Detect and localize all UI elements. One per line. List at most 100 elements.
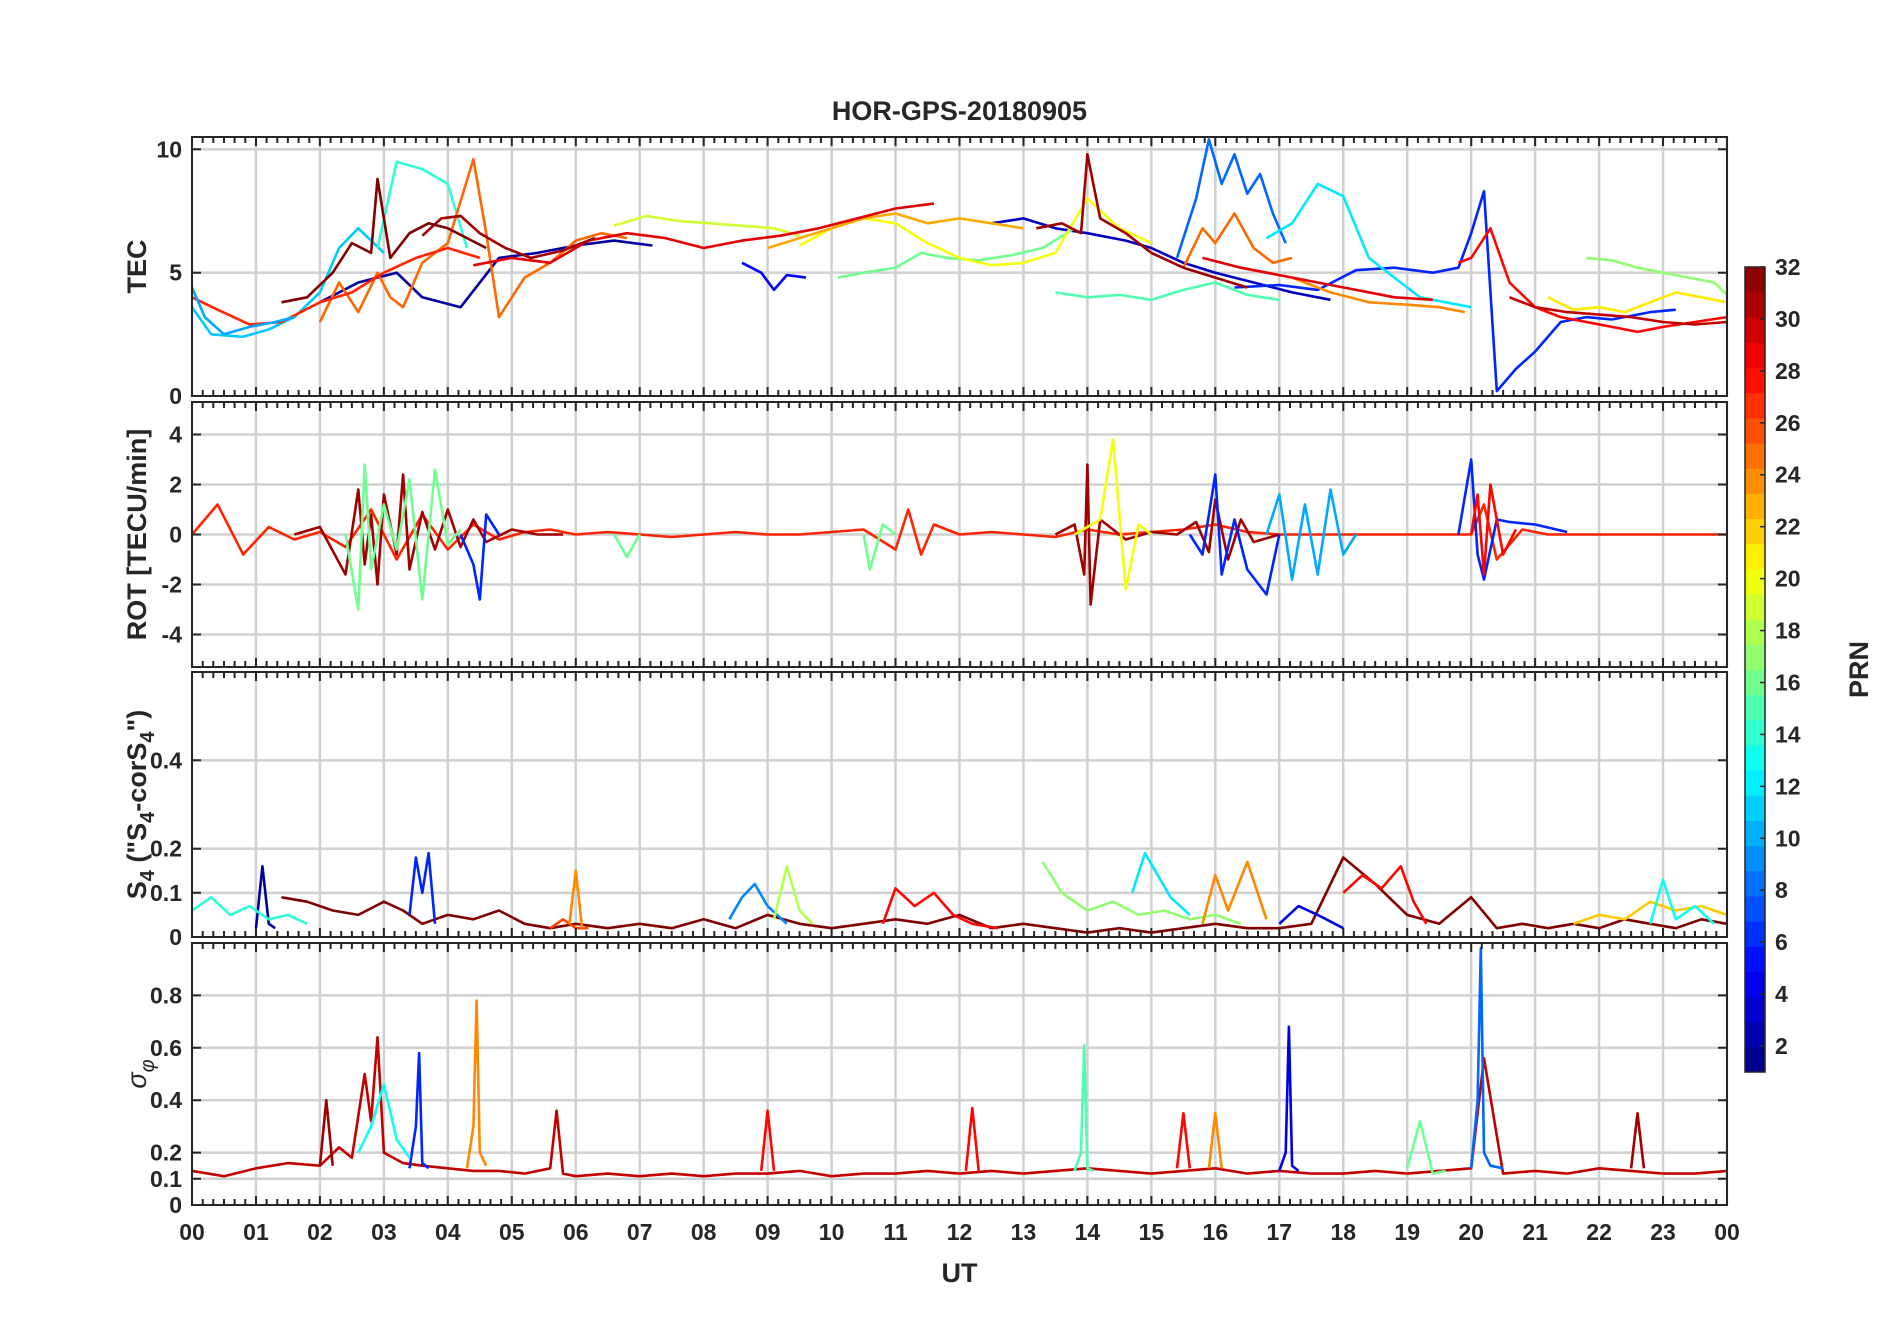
- series-line-prn-31: [1036, 153, 1248, 289]
- traces-tec: [192, 138, 1727, 393]
- colorbar-segment: [1745, 1046, 1765, 1073]
- series-line-prn-24: [1207, 1112, 1223, 1169]
- colorbar-segment: [1745, 468, 1765, 494]
- x-tick-label: 06: [563, 1219, 589, 1245]
- y-axis-label-part: ROT [TECU/min]: [122, 429, 152, 640]
- x-tick-label: 13: [1011, 1219, 1037, 1245]
- series-line-prn-6: [1457, 458, 1568, 581]
- colorbar-tick-label: 28: [1775, 358, 1801, 384]
- colorbar-segment: [1745, 392, 1765, 419]
- colorbar-segment: [1745, 267, 1765, 293]
- series-line-prn-2: [254, 864, 276, 930]
- series-line-prn-32: [281, 856, 1727, 934]
- series-line-prn-14: [376, 160, 469, 249]
- colorbar-segment: [1745, 694, 1765, 721]
- colorbar-tick-label: 4: [1775, 981, 1788, 1007]
- x-tick-label: 23: [1650, 1219, 1676, 1245]
- y-axis-label-part: ("S: [122, 823, 152, 870]
- x-tick-labels: 00 01 02 03 04 05 06 07 08 09 10 11 12 13 14 15 16 17 18 19…: [179, 1219, 1740, 1245]
- traces-rot: [192, 438, 1727, 611]
- series-line-prn-13: [357, 1083, 411, 1159]
- y-ticks: [192, 994, 1727, 1206]
- y-ticks: [192, 148, 1727, 397]
- series-line-prn-31: [1629, 1112, 1646, 1169]
- y-tick-label: 0.4: [150, 747, 182, 773]
- traces-s4: [192, 851, 1727, 934]
- colorbar-frame: [1744, 266, 1766, 1073]
- series-line-prn-12: [1130, 851, 1191, 916]
- series-line-prn-16: [1405, 1119, 1446, 1175]
- x-tick-label: 08: [691, 1219, 717, 1245]
- series-line-prn-28: [759, 1109, 776, 1172]
- y-axis-label-part: 4: [137, 811, 159, 823]
- y-axis-label-rot: ROT [TECU/min]: [122, 429, 152, 640]
- series-line-prn-4: [1278, 1025, 1300, 1172]
- colorbar-tick-label: 16: [1775, 669, 1801, 695]
- colorbar-segment: [1745, 417, 1765, 444]
- colorbar-tick-label: 8: [1775, 877, 1788, 903]
- colorbar-segment: [1745, 744, 1765, 771]
- colorbar-tick-label: 22: [1775, 514, 1801, 540]
- colorbar-tick-label: 12: [1775, 773, 1801, 799]
- series-line-prn-28: [964, 1106, 980, 1172]
- series-line-prn-16: [862, 523, 897, 571]
- x-tick-label: 16: [1203, 1219, 1229, 1245]
- x-tick-label: 14: [1075, 1219, 1101, 1245]
- y-axis-label-part: TEC: [122, 240, 152, 294]
- series-line-prn-22: [1573, 900, 1727, 926]
- series-line-prn-24: [465, 999, 488, 1169]
- x-ticks: [191, 402, 1728, 667]
- colorbar-segment: [1745, 996, 1765, 1023]
- colorbar-tick-label: 2: [1775, 1033, 1788, 1059]
- y-axis-label-part: σ: [122, 1071, 152, 1089]
- y-axis-label-tec: TEC: [122, 240, 152, 294]
- x-tick-label: 12: [947, 1219, 973, 1245]
- series-line-prn-16: [837, 227, 1076, 279]
- colorbar-label: PRN: [1844, 641, 1874, 698]
- y-tick-label: 0: [169, 924, 182, 950]
- y-tick-label: 0: [169, 522, 182, 548]
- colorbar-segment: [1745, 870, 1765, 897]
- series-line-prn-30: [1509, 296, 1727, 326]
- series-line-prn-6: [408, 851, 437, 924]
- series-line-prn-20: [1073, 438, 1153, 591]
- colorbar-segment: [1745, 443, 1765, 469]
- series-line-prn-31: [421, 214, 596, 260]
- series-line-prn-13: [1649, 878, 1716, 925]
- colorbar-tick-label: 14: [1775, 721, 1801, 747]
- series-line-prn-24: [1201, 860, 1268, 925]
- colorbar-tick-label: 24: [1775, 462, 1801, 488]
- colorbar-segment: [1745, 1021, 1765, 1048]
- x-tick-label: 10: [819, 1219, 845, 1245]
- y-tick-label: 0.4: [150, 1087, 182, 1113]
- x-tick-label: 21: [1522, 1219, 1548, 1245]
- colorbar-tick-label: 32: [1775, 254, 1801, 280]
- y-tick-label: 10: [156, 136, 182, 162]
- series-line-prn-31: [1054, 463, 1280, 606]
- series-line-prn-28: [1342, 864, 1428, 925]
- y-ticks: [192, 433, 1727, 636]
- series-line-prn-4: [1278, 904, 1344, 930]
- series-line-prn-8: [1175, 138, 1287, 259]
- series-line-prn-24: [568, 869, 584, 929]
- series-line-prn-25: [1182, 212, 1293, 269]
- colorbar-segment: [1745, 644, 1765, 670]
- series-line-prn-6: [459, 513, 501, 601]
- series-line-prn-16: [612, 533, 641, 559]
- y-tick-label: 2: [169, 472, 182, 498]
- y-tick-label: 5: [169, 260, 182, 286]
- colorbar-segment: [1745, 971, 1765, 998]
- y-axis-label-part: -corS: [122, 743, 152, 812]
- colorbar-segment: [1745, 543, 1765, 570]
- series-line-prn-28: [1457, 227, 1727, 334]
- x-axis-label: UT: [942, 1258, 978, 1288]
- colorbar-segment: [1745, 568, 1765, 595]
- x-tick-label: 01: [243, 1219, 269, 1245]
- y-tick-label: 0.1: [150, 880, 182, 906]
- colorbar-tick-label: 26: [1775, 410, 1801, 436]
- colorbar-segment: [1745, 594, 1765, 620]
- series-line-prn-24: [1291, 276, 1466, 314]
